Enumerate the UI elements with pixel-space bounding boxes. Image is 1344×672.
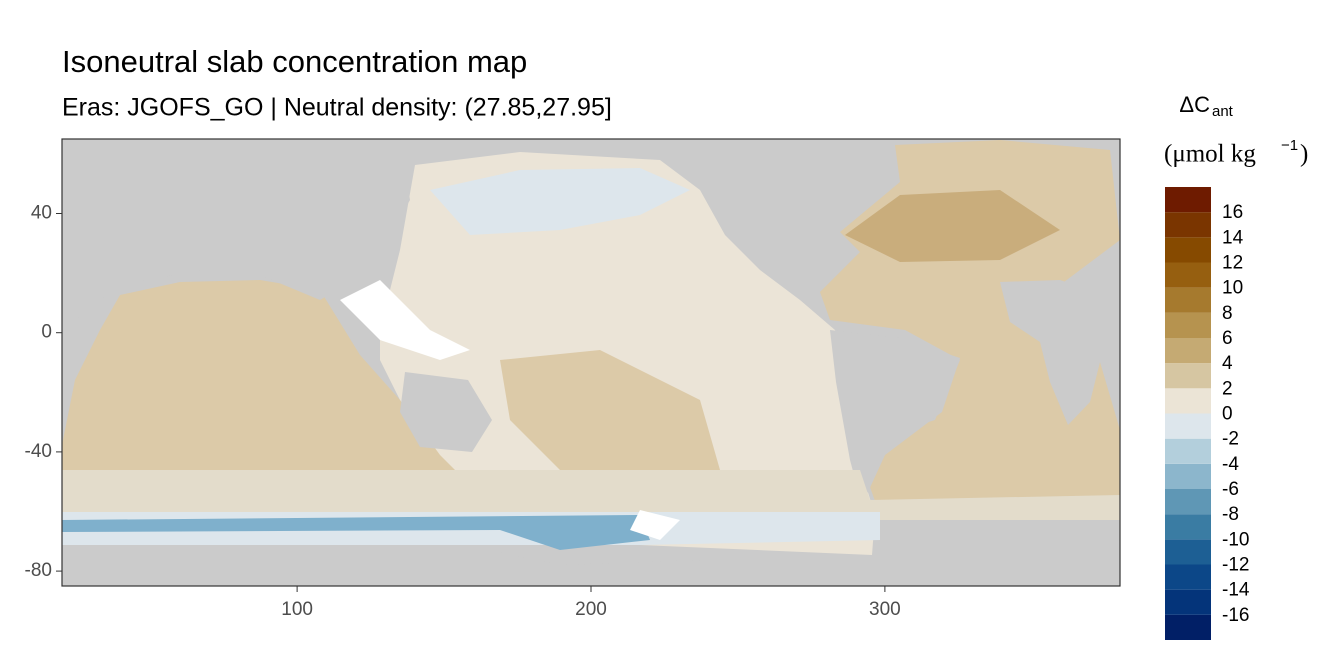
legend-swatch [1165, 614, 1211, 640]
legend-swatch [1165, 438, 1211, 464]
ocean [500, 350, 720, 500]
legend-swatch [1165, 338, 1211, 364]
legend-swatch [1165, 489, 1211, 515]
ocean [62, 470, 1120, 520]
chart-subtitle: Eras: JGOFS_GO | Neutral density: (27.85… [62, 94, 612, 122]
legend-swatch [1165, 287, 1211, 313]
legend-swatch [1165, 589, 1211, 615]
no-data [630, 510, 680, 540]
legend-label: -2 [1222, 429, 1239, 450]
y-tick-label: -40 [25, 441, 52, 462]
x-tick-label: 200 [575, 599, 607, 620]
legend-label: 16 [1222, 202, 1243, 223]
x-tick-label: 100 [281, 599, 313, 620]
y-tick-label: 0 [41, 322, 52, 343]
land [400, 372, 492, 452]
land [1000, 280, 1120, 425]
legend-swatch [1165, 212, 1211, 238]
legend-label: 4 [1222, 353, 1233, 374]
legend-label: 0 [1222, 404, 1233, 425]
legend-label: -14 [1222, 580, 1250, 601]
legend-units: (μmol kg [1164, 141, 1256, 168]
legend-label: 12 [1222, 253, 1243, 274]
no-data [340, 280, 470, 360]
ocean [845, 190, 1060, 262]
x-tick-label: 300 [869, 599, 901, 620]
legend-label: 6 [1222, 328, 1233, 349]
ocean [380, 152, 875, 555]
ocean [62, 280, 490, 505]
land [830, 330, 960, 505]
legend-swatch [1165, 312, 1211, 338]
legend-units: −1 [1281, 137, 1298, 154]
legend-label: 2 [1222, 378, 1233, 399]
legend-swatch [1165, 413, 1211, 439]
legend-title: ΔC [1179, 92, 1210, 117]
y-tick-label: 40 [31, 203, 52, 224]
y-tick-label: -80 [25, 560, 52, 581]
legend-label: 10 [1222, 278, 1243, 299]
legend-units: ) [1300, 141, 1308, 168]
legend-title: ant [1212, 103, 1234, 120]
legend-label: -10 [1222, 529, 1249, 550]
land [62, 139, 410, 330]
legend-label: -16 [1222, 605, 1249, 626]
legend-label: -6 [1222, 479, 1239, 500]
ocean [62, 515, 650, 550]
legend-swatch [1165, 187, 1211, 213]
legend-swatch [1165, 363, 1211, 389]
legend-label: 8 [1222, 303, 1233, 324]
legend-swatch [1165, 388, 1211, 414]
legend-swatch [1165, 514, 1211, 540]
land [62, 540, 1120, 586]
legend-label: -12 [1222, 555, 1249, 576]
legend-label: -8 [1222, 504, 1239, 525]
legend-swatch [1165, 237, 1211, 263]
map [61, 138, 1121, 587]
legend-label: -4 [1222, 454, 1239, 475]
chart-title: Isoneutral slab concentration map [62, 44, 527, 79]
ocean [430, 168, 690, 235]
legend-swatch [1165, 463, 1211, 489]
legend-swatch [1165, 539, 1211, 565]
legend-swatch [1165, 262, 1211, 288]
legend-label: 14 [1222, 227, 1244, 248]
legend-swatch [1165, 564, 1211, 590]
